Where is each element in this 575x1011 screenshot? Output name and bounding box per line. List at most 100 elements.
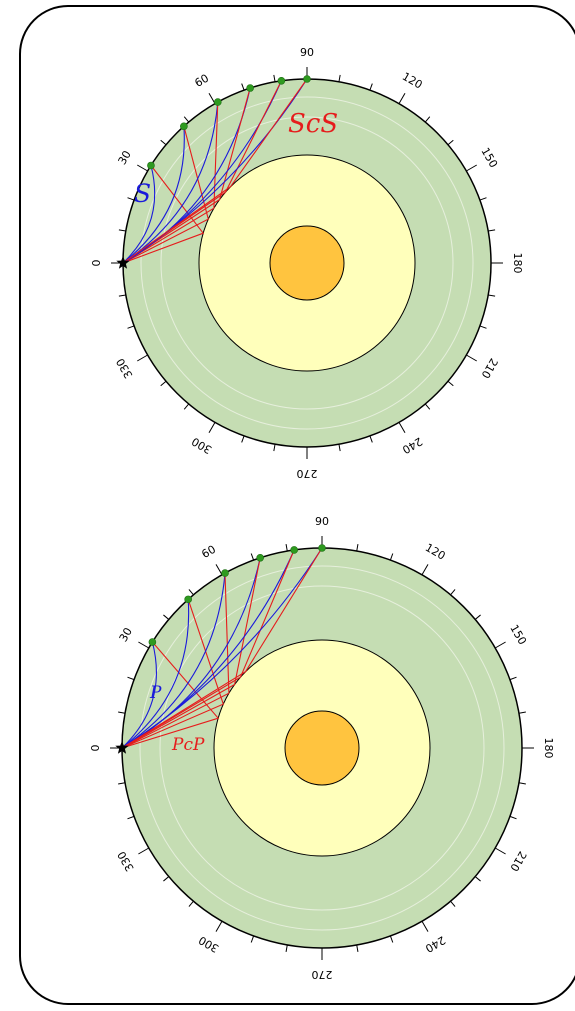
angle-tick	[356, 944, 359, 952]
upper-mantle-boundary	[140, 96, 474, 430]
station-marker	[148, 638, 157, 646]
angle-tick	[118, 711, 126, 714]
angle-label: 90	[315, 515, 329, 528]
angle-tick	[474, 614, 481, 620]
station-marker	[184, 595, 192, 604]
angle-tick	[215, 564, 223, 576]
inner-core	[284, 710, 360, 786]
source-star-icon	[115, 741, 129, 754]
angle-tick	[421, 920, 429, 932]
source-star-icon	[116, 256, 130, 269]
angle-tick	[188, 589, 194, 596]
angle-tick	[273, 444, 276, 452]
direct-ray-path	[122, 78, 308, 264]
angle-tick	[421, 564, 429, 576]
angle-tick	[183, 116, 190, 123]
angle-tick	[285, 544, 288, 552]
angle-tick	[250, 935, 255, 943]
station-marker	[213, 98, 222, 106]
angle-tick	[424, 403, 431, 410]
core-reflected-ray-path	[121, 573, 230, 749]
core-reflected-ray-path	[121, 549, 295, 749]
angle-tick	[160, 139, 167, 146]
angle-tick	[369, 83, 373, 91]
angle-label: 270	[297, 467, 318, 480]
angle-tick	[208, 422, 216, 433]
angle-label: 0	[89, 745, 102, 752]
angle-label: 30	[117, 625, 135, 644]
angle-tick	[424, 116, 431, 123]
angle-tick	[188, 900, 194, 907]
angle-tick	[509, 676, 517, 681]
angle-tick	[479, 325, 487, 329]
angle-tick	[215, 920, 223, 932]
angle-tick	[389, 935, 394, 943]
station-marker	[221, 569, 229, 577]
direct-ray-path	[122, 165, 156, 264]
angle-tick	[127, 676, 135, 681]
angle-label: 60	[192, 72, 211, 90]
angle-tick	[447, 380, 454, 387]
angle-tick	[509, 815, 517, 820]
angle-tick	[137, 354, 148, 362]
angle-tick	[118, 294, 126, 297]
angle-tick	[138, 847, 150, 855]
station-marker	[246, 84, 254, 92]
direct-ray-path	[122, 126, 185, 264]
direct-ray-path	[121, 547, 323, 749]
angle-tick	[160, 380, 167, 387]
angle-tick	[518, 782, 526, 785]
transition-zone-boundary	[159, 585, 485, 911]
station-marker	[147, 161, 155, 170]
core-reflected-ray-path	[121, 599, 224, 749]
angle-label: 30	[116, 148, 134, 167]
angle-tick	[450, 900, 456, 907]
angle-label: 180	[511, 253, 524, 274]
angle-tick	[241, 435, 245, 443]
angle-tick	[118, 782, 126, 785]
angle-tick	[488, 294, 496, 297]
station-markers	[115, 544, 326, 754]
reflected-phase-label: ScS	[288, 109, 338, 139]
direct-ray-path	[121, 573, 226, 749]
angle-tick	[450, 589, 456, 596]
angle-tick	[389, 553, 394, 561]
angle-tick	[479, 197, 487, 201]
angle-tick	[474, 876, 481, 882]
direct-ray-path	[122, 102, 219, 264]
core-reflected-ray-path	[122, 126, 209, 264]
angle-tick	[127, 815, 135, 820]
angle-tick	[494, 847, 506, 855]
core-reflected-ray-path	[121, 547, 323, 749]
station-marker	[180, 122, 188, 131]
direct-ray-path	[121, 599, 190, 749]
angle-tick	[138, 641, 150, 649]
core-reflected-ray-path	[122, 102, 219, 264]
angle-label: 180	[542, 738, 555, 759]
angle-tick	[285, 944, 288, 952]
core-reflected-ray-path	[122, 165, 205, 264]
core-reflected-ray-path	[121, 641, 220, 749]
angle-tick	[338, 74, 341, 82]
ray-paths	[122, 78, 308, 264]
direct-phase-label: S	[134, 179, 151, 208]
angle-tick	[273, 74, 276, 82]
angle-tick	[356, 544, 359, 552]
angle-tick	[466, 164, 477, 172]
station-marker	[290, 546, 298, 554]
core-reflected-ray-path	[122, 87, 251, 264]
angle-label: 60	[199, 543, 218, 561]
station-marker	[303, 75, 311, 83]
angle-tick	[241, 83, 245, 91]
inner-core	[269, 225, 345, 301]
transition-zone-boundary	[160, 116, 454, 410]
angle-tick	[518, 711, 526, 714]
angle-tick	[488, 229, 496, 232]
angle-tick	[398, 422, 406, 433]
angle-tick	[137, 164, 148, 172]
station-marker	[318, 544, 326, 552]
angle-tick	[250, 553, 255, 561]
station-markers	[116, 75, 311, 269]
angle-tick	[338, 444, 341, 452]
